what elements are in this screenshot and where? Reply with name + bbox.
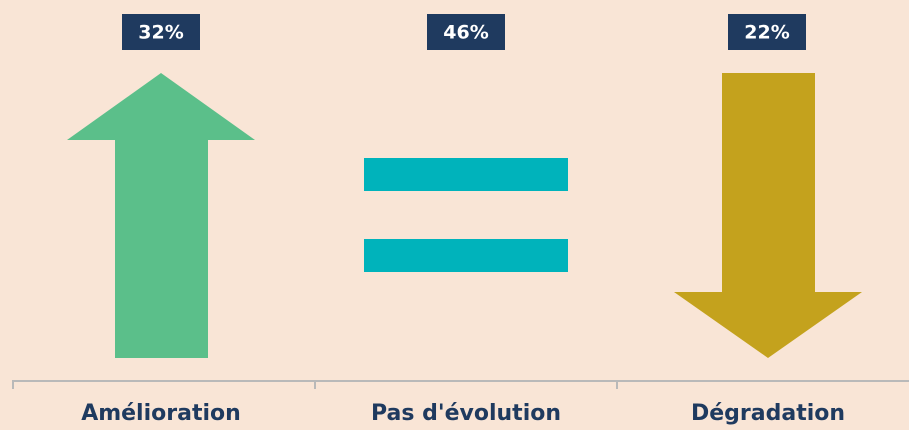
category-label: Amélioration <box>81 401 241 426</box>
badge-value: 32% <box>138 22 183 44</box>
equals-bar <box>364 239 568 272</box>
badge-value: 46% <box>443 22 488 44</box>
arrow-down-icon <box>674 73 862 358</box>
badge-value: 22% <box>744 22 789 44</box>
badge <box>427 14 505 50</box>
category-label: Pas d'évolution <box>371 401 561 426</box>
badge <box>122 14 200 50</box>
badge <box>728 14 806 50</box>
arrow-up-icon <box>67 73 255 358</box>
equals-bar <box>364 158 568 191</box>
category-label: Dégradation <box>691 401 845 426</box>
